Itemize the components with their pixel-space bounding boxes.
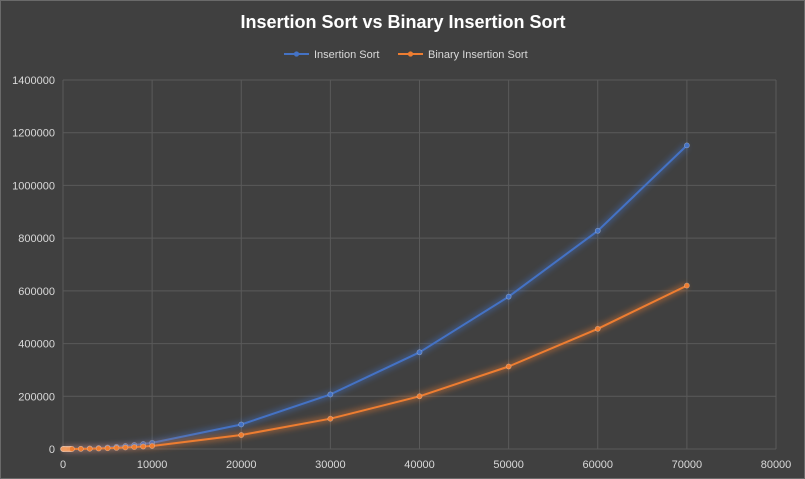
- x-tick-label: 0: [60, 459, 66, 471]
- series-line: [62, 144, 688, 450]
- x-tick-label: 40000: [404, 459, 435, 471]
- series-layer: [60, 142, 690, 452]
- y-axis-ticks: 0 200000 400000 600000 800000 1000000 1200000 1…: [12, 75, 55, 456]
- data-point: [77, 445, 84, 452]
- y-tick-label: 400000: [18, 339, 55, 351]
- data-point: [594, 227, 601, 234]
- chart-title: Insertion Sort vs Binary Insertion Sort: [240, 12, 565, 32]
- legend-label: Binary Insertion Sort: [428, 49, 528, 61]
- series-line: [62, 284, 688, 450]
- y-tick-label: 600000: [18, 286, 55, 298]
- y-tick-label: 200000: [18, 391, 55, 403]
- legend-marker: [407, 51, 414, 57]
- data-point: [683, 142, 690, 149]
- data-point: [149, 443, 156, 449]
- data-point: [416, 393, 423, 400]
- series-binary-insertion-sort: [60, 282, 690, 452]
- series-line-glow: [60, 143, 689, 452]
- legend: Insertion Sort Binary Insertion Sort: [284, 49, 528, 61]
- x-tick-label: 20000: [226, 459, 257, 471]
- series-line-glow: [60, 282, 689, 452]
- x-tick-label: 80000: [761, 459, 792, 471]
- legend-marker: [293, 51, 300, 57]
- data-point: [238, 421, 245, 428]
- y-tick-label: 800000: [18, 233, 55, 245]
- data-point: [327, 415, 334, 422]
- legend-item: Binary Insertion Sort: [398, 49, 528, 61]
- data-point: [683, 282, 690, 289]
- x-tick-label: 10000: [137, 459, 168, 471]
- data-point: [122, 444, 129, 451]
- x-tick-label: 30000: [315, 459, 346, 471]
- data-point: [104, 445, 111, 452]
- y-tick-label: 0: [49, 444, 55, 456]
- data-point: [238, 432, 245, 438]
- data-point: [594, 325, 601, 332]
- y-tick-label: 1400000: [12, 75, 55, 87]
- data-point: [416, 349, 423, 356]
- data-point: [95, 445, 102, 452]
- y-tick-label: 1000000: [12, 180, 55, 192]
- legend-item: Insertion Sort: [284, 49, 379, 61]
- data-point: [505, 293, 512, 300]
- x-axis-ticks: 0 10000 20000 30000 40000 50000 60000 70000 8000…: [60, 459, 791, 471]
- data-point: [131, 444, 138, 450]
- data-point: [505, 363, 512, 370]
- data-point: [86, 445, 93, 452]
- legend-label: Insertion Sort: [314, 49, 379, 61]
- y-tick-label: 1200000: [12, 128, 55, 140]
- data-point: [69, 446, 75, 452]
- gridlines: [62, 79, 777, 450]
- x-tick-label: 50000: [493, 459, 524, 471]
- data-point: [140, 443, 147, 450]
- x-tick-label: 60000: [582, 459, 613, 471]
- data-point: [327, 391, 334, 398]
- x-tick-label: 70000: [672, 459, 703, 471]
- data-point: [113, 445, 120, 451]
